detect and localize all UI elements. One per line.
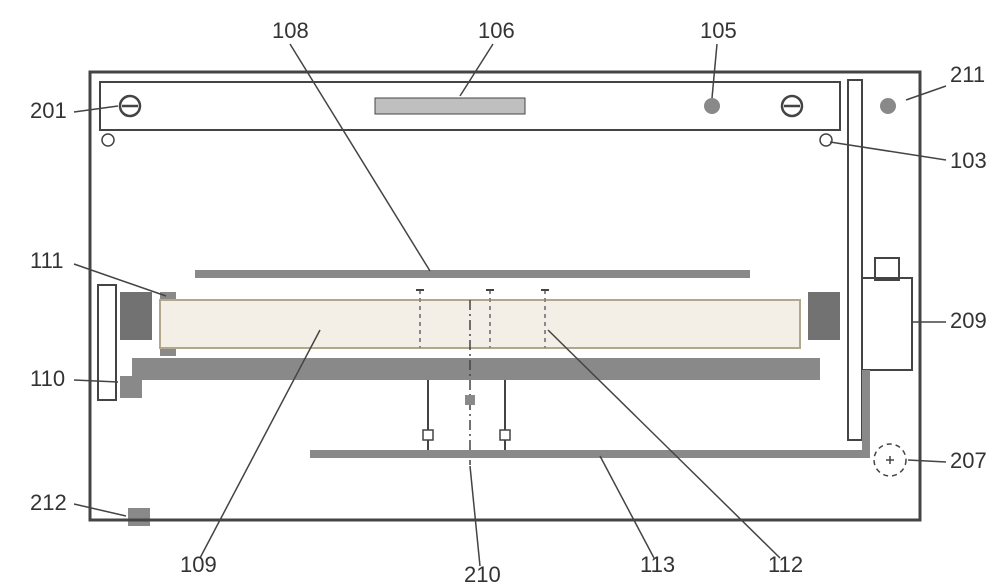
label-211: 211 [950,62,985,87]
lead-210 [470,466,480,566]
lid-dot-1 [880,98,896,114]
lead-211 [906,86,946,100]
left-side-panel [98,285,116,400]
label-105: 105 [700,18,737,43]
foot-110 [120,376,142,398]
lead-113 [600,456,654,558]
label-210: 210 [464,562,501,587]
pump-cap-209 [875,258,899,280]
label-108: 108 [272,18,309,43]
label-212: 212 [30,490,67,515]
lid-slot-106 [375,98,525,114]
lead-212 [74,504,126,516]
lead-108 [290,44,430,271]
right-inner-wall [848,80,862,440]
label-112: 112 [768,552,803,577]
elbow-vert [862,370,870,458]
chuck-side-block-1 [808,292,840,340]
label-103: 103 [950,148,987,173]
lead-106 [460,44,493,96]
elbow-horiz [700,450,870,458]
heater-plate-108 [195,270,750,278]
lead-110 [74,380,118,382]
lift-pin-cap-0 [423,430,433,440]
ring-103-0 [102,134,114,146]
label-109: 109 [180,552,217,577]
label-201: 201 [30,98,67,123]
label-209: 209 [950,308,987,333]
label-207: 207 [950,448,987,473]
lead-207 [908,460,946,462]
lift-pin-cap-1 [500,430,510,440]
lead-111 [74,264,166,296]
chuck-109 [160,300,800,348]
foot-212 [128,508,150,526]
chuck-side-block-0 [120,292,152,340]
label-113: 113 [640,552,675,577]
label-111: 111 [30,248,63,273]
under-chuck-bar [132,358,820,380]
center-block-210 [465,395,475,405]
label-110: 110 [30,366,65,391]
lid-dot-0 [704,98,720,114]
lead-201 [74,106,118,112]
ring-103-1 [820,134,832,146]
bottom-bar-113 [310,450,700,458]
pump-body-209 [862,278,912,370]
label-106: 106 [478,18,515,43]
